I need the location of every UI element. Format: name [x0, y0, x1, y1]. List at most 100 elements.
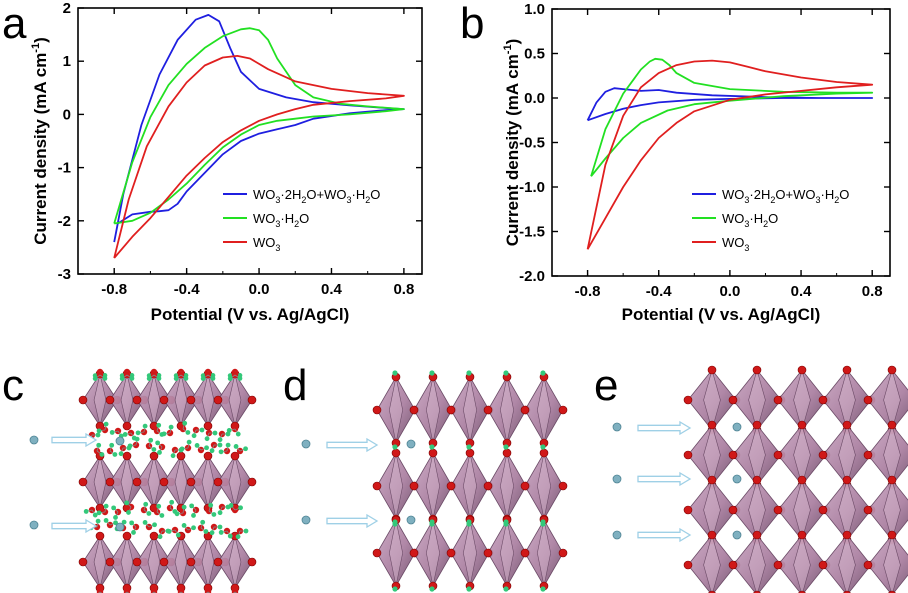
oxygen-atom	[186, 557, 196, 567]
hydrogen-atom	[217, 510, 223, 516]
oxygen-atom	[203, 421, 213, 431]
oxygen-atom	[752, 475, 762, 485]
oxygen-atom	[520, 548, 530, 558]
oxygen-atom	[95, 531, 105, 541]
hydrogen-atom	[466, 586, 472, 592]
hydrogen-atom	[185, 430, 191, 435]
oxygen-atom	[105, 477, 115, 487]
ion-sphere	[115, 522, 125, 532]
oxygen-atom	[707, 365, 717, 375]
x-tick-label-b: -0.4	[646, 283, 673, 300]
oxygen-atom	[159, 395, 169, 405]
oxygen-atom	[446, 481, 456, 491]
wo6-octahedron	[777, 534, 827, 593]
hydrogen-atom	[204, 445, 209, 451]
oxygen-atom	[887, 420, 897, 430]
hydrogen-atom	[181, 523, 187, 528]
oxygen-atom	[683, 395, 693, 405]
y-tick-label-a: -1	[58, 160, 71, 177]
oxygen-atom	[409, 548, 419, 558]
oxygen-atom	[773, 505, 783, 515]
ion-sphere	[732, 474, 742, 484]
hydrogen-atom	[200, 376, 206, 381]
oxygen-atom	[887, 475, 897, 485]
hydrogen-atom	[169, 499, 175, 505]
oxygen-atom	[707, 475, 717, 485]
hydrogen-atom	[99, 452, 105, 457]
hydrogen-atom	[175, 532, 181, 538]
hydrogen-atom	[156, 375, 162, 381]
ion-sphere	[301, 515, 311, 525]
series-line-b-blue	[586, 87, 874, 122]
legend-label-green: WO3·H2O	[253, 211, 309, 229]
oxygen-atom	[132, 557, 142, 567]
legend-label-red: WO3	[253, 235, 280, 253]
hydrogen-atom	[168, 424, 174, 430]
hydrogen-atom	[186, 439, 192, 445]
oxygen-atom	[863, 505, 873, 515]
wo6-octahedron	[687, 534, 737, 593]
hydrogen-atom	[96, 428, 102, 434]
hydrogen-atom	[103, 421, 109, 427]
hydrogen-atom	[143, 501, 149, 507]
y-tick-label-b: -0.5	[519, 135, 545, 152]
oxygen-atom	[372, 481, 382, 491]
oxygen-atom	[247, 557, 257, 567]
oxygen-atom	[132, 477, 142, 487]
panel-label-d: d	[283, 361, 307, 410]
hydrogen-atom	[148, 437, 154, 443]
hydrogen-atom	[109, 430, 115, 435]
hydrogen-atom	[466, 370, 472, 376]
oxygen-atom	[683, 450, 693, 460]
hydrogen-atom	[243, 528, 249, 534]
hydrogen-atom	[392, 586, 398, 592]
hydrogen-atom	[92, 512, 98, 518]
hydrogen-atom	[173, 376, 179, 381]
hydrogen-atom	[161, 431, 167, 437]
hydrogen-atom	[225, 442, 231, 448]
oxygen-atom	[752, 420, 762, 430]
hydrogen-atom	[157, 534, 163, 540]
hydrogen-atom	[119, 376, 125, 381]
hydrogen-atom	[540, 586, 546, 592]
hydrogen-atom	[142, 423, 148, 429]
hydrogen-atom	[103, 503, 109, 509]
hydrogen-atom	[191, 525, 196, 531]
hydrogen-atom	[156, 422, 162, 428]
water-oxygen	[177, 588, 185, 593]
oxygen-atom	[863, 395, 873, 405]
legend-label-green: WO3·H2O	[722, 211, 778, 229]
crystal-structure-e	[612, 365, 908, 593]
oxygen-atom	[520, 481, 530, 491]
hydrogen-atom	[111, 505, 117, 511]
x-tick-label-a: -0.4	[174, 281, 201, 298]
hydrogen-atom	[112, 452, 118, 457]
hydrogen-atom	[540, 444, 546, 450]
hydrogen-atom	[95, 518, 101, 524]
oxygen-atom	[818, 560, 828, 570]
oxygen-atom	[842, 530, 852, 540]
insertion-arrow	[326, 437, 379, 453]
x-tick-label-a: -0.8	[101, 281, 127, 298]
hydrogen-atom	[503, 444, 509, 450]
oxygen-atom	[773, 395, 783, 405]
water-oxygen	[123, 588, 131, 593]
oxygen-atom	[465, 448, 475, 458]
oxygen-atom	[446, 405, 456, 415]
series-line-a-blue	[113, 14, 405, 243]
hydrogen-atom	[126, 510, 131, 515]
hydrogen-atom	[212, 430, 218, 436]
y-tick-label-b: -1.0	[519, 179, 545, 196]
ion-sphere	[732, 422, 742, 432]
hydrogen-atom	[226, 428, 232, 433]
x-tick-label-a: 0.8	[393, 281, 414, 298]
hydrogen-atom	[200, 519, 206, 525]
oxygen-atom	[105, 395, 115, 405]
hydrogen-atom	[102, 375, 108, 381]
oxygen-atom	[149, 451, 159, 461]
hydrogen-atom	[109, 442, 115, 448]
x-tick-label-b: 0.4	[791, 283, 813, 300]
ion-sphere	[612, 474, 622, 484]
panel-label-e: e	[594, 361, 618, 410]
hydrogen-atom	[95, 432, 101, 438]
